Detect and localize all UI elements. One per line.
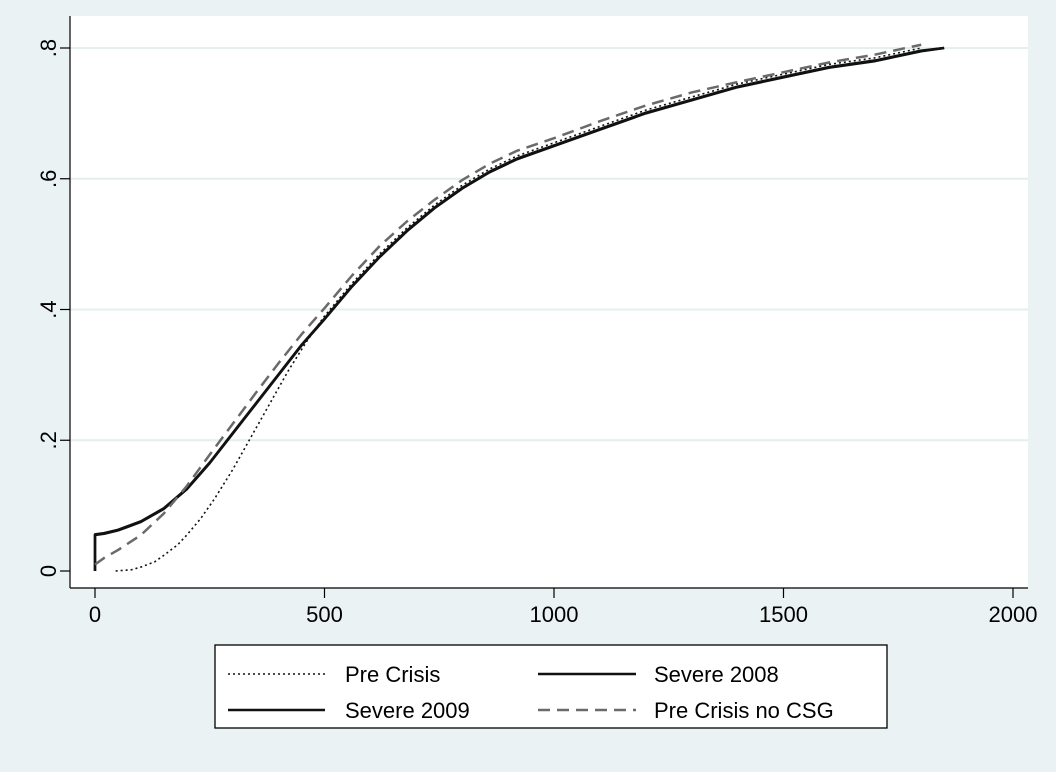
series-line-3 [93, 46, 945, 571]
plot-area [70, 16, 1028, 588]
x-tick-label: 1000 [530, 602, 579, 627]
x-tick-label: 0 [89, 602, 101, 627]
legend-label-1: Pre Crisis [345, 662, 440, 687]
x-tick-label: 500 [306, 602, 343, 627]
y-tick-label: .8 [36, 39, 61, 57]
series-line-4 [94, 43, 922, 566]
y-tick-label: .6 [36, 170, 61, 188]
y-tick-label: .2 [36, 431, 61, 449]
legend-label-3: Severe 2009 [345, 698, 470, 723]
y-tick-label: 0 [36, 565, 61, 577]
x-tick-label: 1500 [759, 602, 808, 627]
y-tick-label: .4 [36, 300, 61, 318]
axes-layer: 0 .2 .4 .6 .8 0 500 1000 1500 2000 [36, 16, 1038, 627]
series-layer [93, 43, 945, 572]
legend-label-4: Pre Crisis no CSG [654, 698, 834, 723]
legend: Pre Crisis Severe 2008 Severe 2009 Pre Cris… [214, 644, 888, 729]
legend-box [214, 644, 888, 729]
grid-lines [70, 47, 1028, 442]
x-tick-label: 2000 [989, 602, 1038, 627]
legend-label-2: Severe 2008 [654, 662, 779, 687]
